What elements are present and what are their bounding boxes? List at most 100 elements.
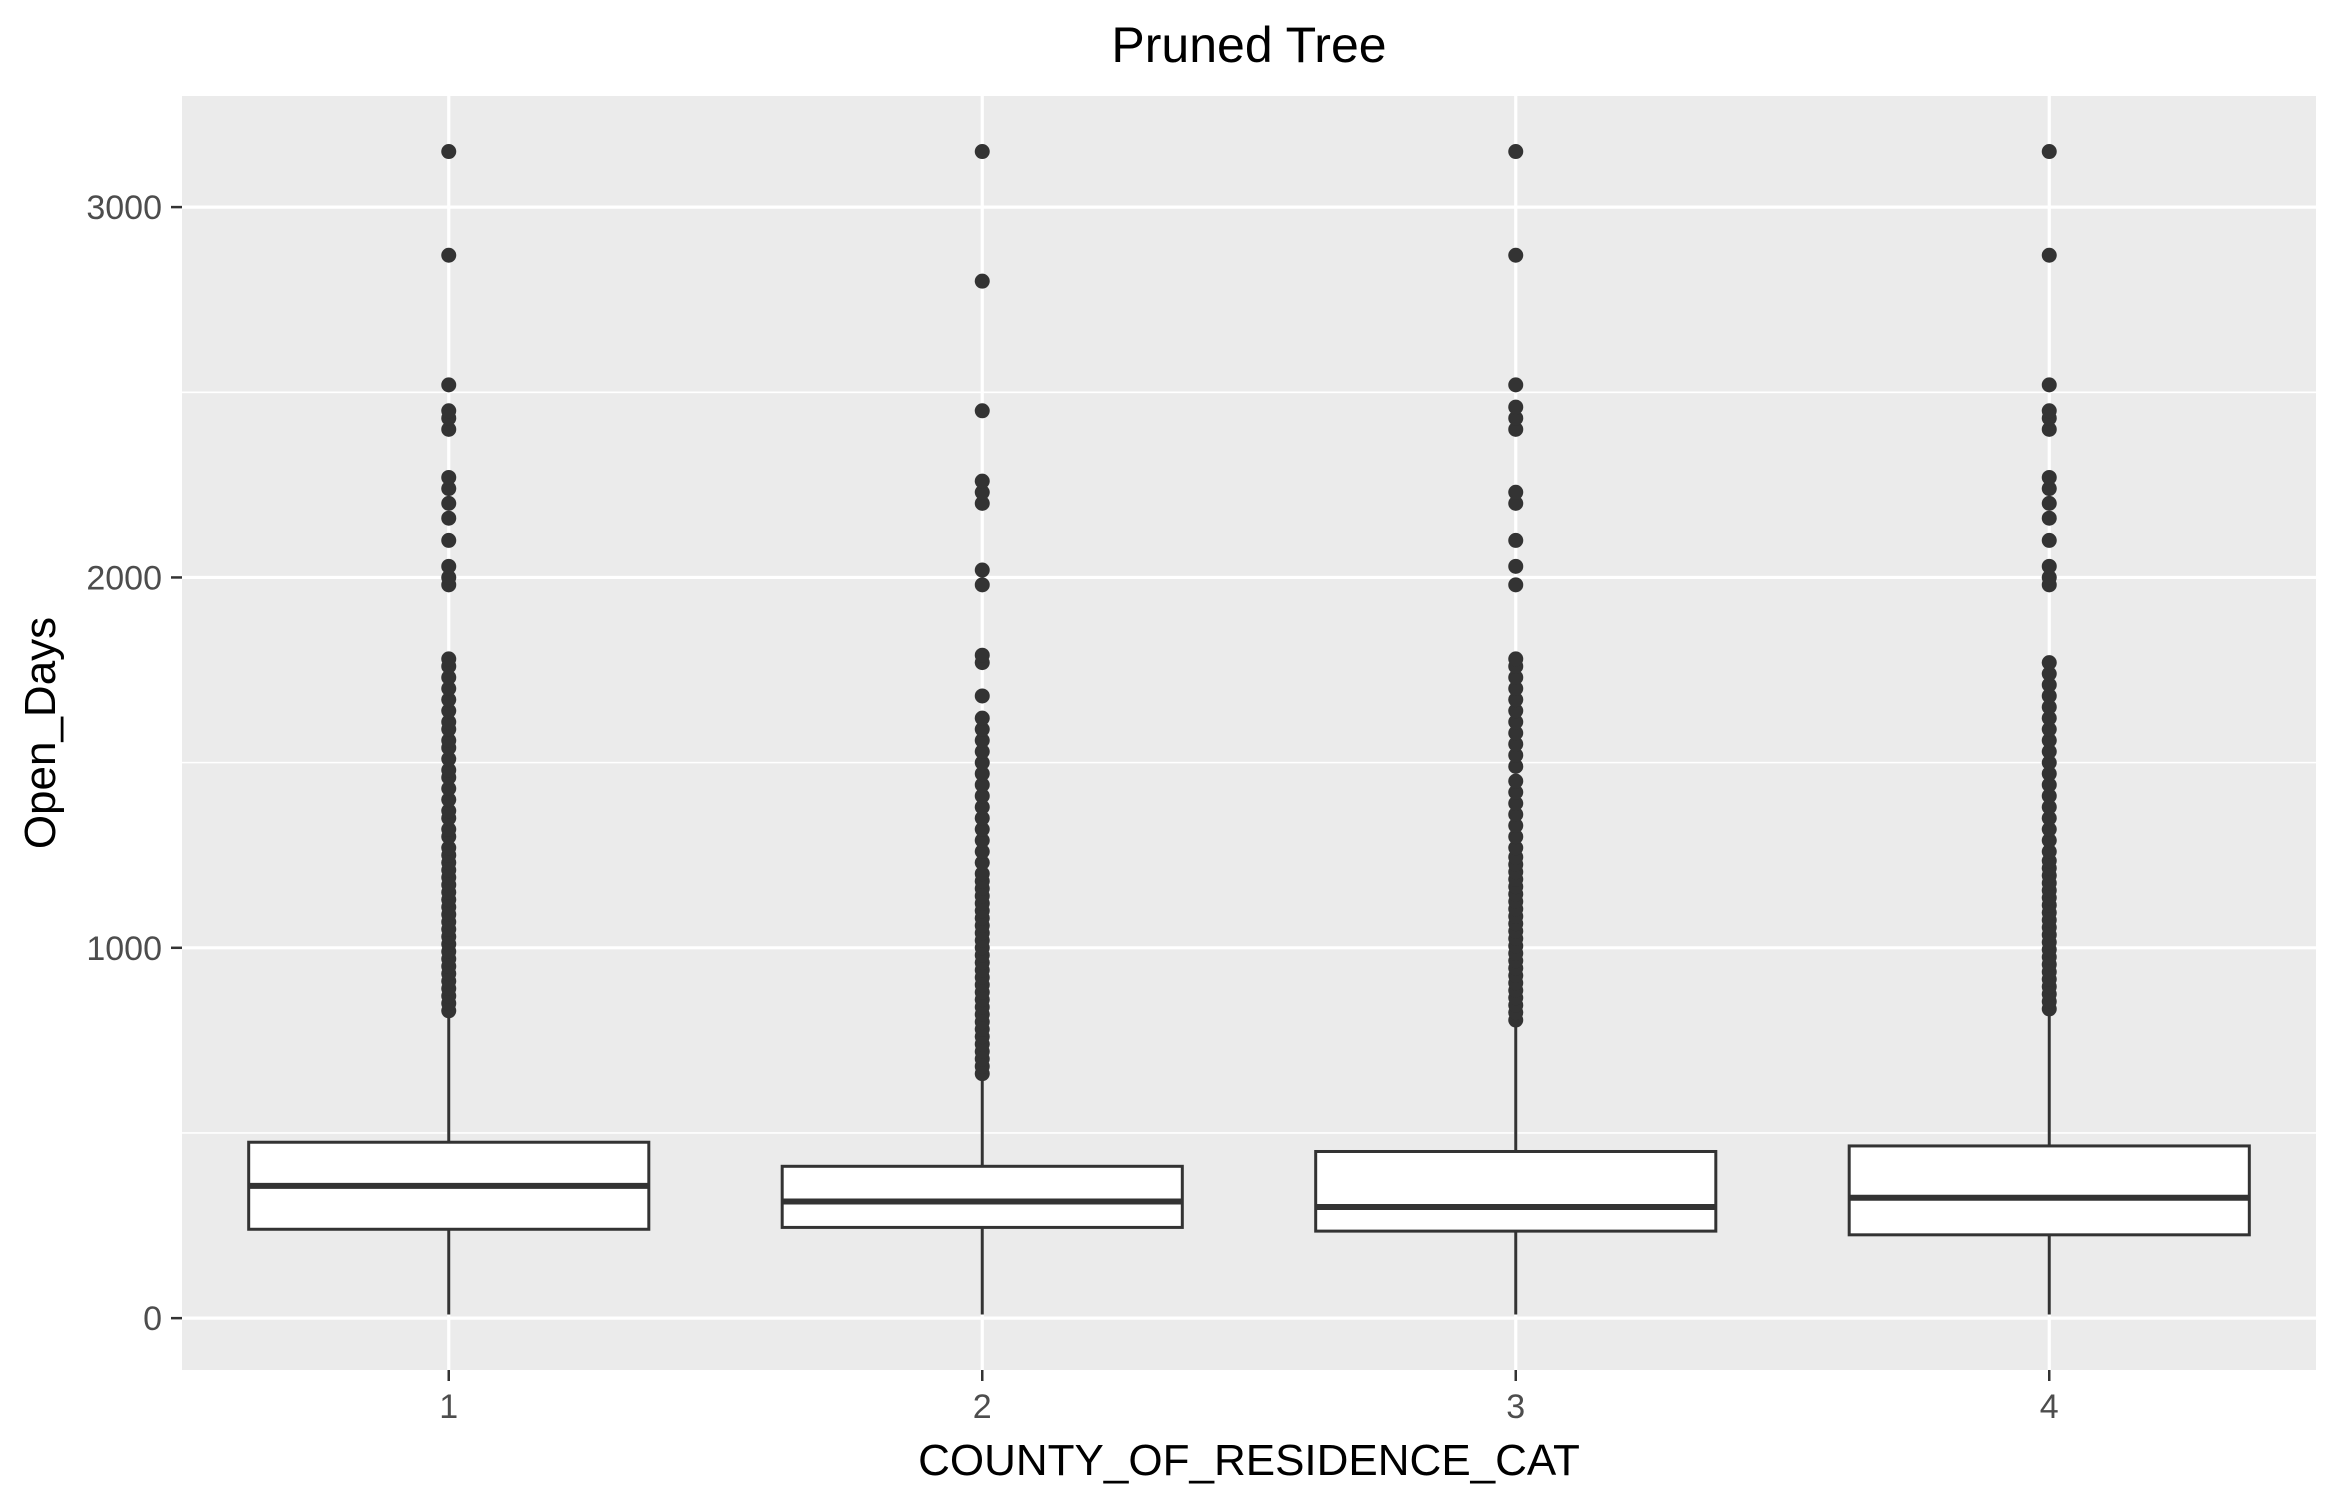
outlier-point	[2041, 755, 2057, 771]
y-tick-label: 1000	[86, 930, 162, 968]
box-group-1	[247, 144, 651, 1315]
outlier-point	[1508, 247, 1524, 263]
outlier-point	[441, 732, 457, 748]
box-group-2	[780, 144, 1184, 1315]
outlier-point	[2041, 495, 2057, 511]
outlier-point	[2041, 532, 2057, 548]
outlier-point	[2041, 832, 2057, 848]
y-tick-label: 2000	[86, 559, 162, 597]
outlier-point	[2041, 569, 2057, 585]
y-tick-label: 0	[143, 1300, 162, 1338]
outlier-point	[974, 647, 990, 663]
outlier-point	[2041, 144, 2057, 160]
box-iqr	[780, 1164, 1184, 1229]
outlier-point	[441, 558, 457, 574]
outlier-point	[974, 273, 990, 289]
outlier-point	[441, 762, 457, 778]
outlier-point	[441, 751, 457, 767]
outlier-point	[974, 495, 990, 511]
box-group-4	[1847, 144, 2251, 1315]
outlier-point	[1508, 784, 1524, 800]
outlier-point	[974, 744, 990, 760]
outlier-point	[441, 714, 457, 730]
outlier-point	[441, 144, 457, 160]
outlier-point	[441, 681, 457, 697]
outlier-point	[1508, 773, 1524, 789]
outlier-point	[1508, 725, 1524, 741]
x-axis-title: COUNTY_OF_RESIDENCE_CAT	[918, 1436, 1580, 1485]
outlier-point	[2041, 732, 2057, 748]
outlier-point	[2041, 744, 2057, 760]
outlier-point	[441, 840, 457, 856]
outlier-point	[974, 688, 990, 704]
outlier-point	[2041, 810, 2057, 826]
outlier-point	[441, 532, 457, 548]
outlier-point	[2041, 510, 2057, 526]
outlier-point	[441, 377, 457, 393]
outlier-point	[2041, 788, 2057, 804]
box-group-3	[1314, 144, 1718, 1315]
outlier-point	[1508, 558, 1524, 574]
outlier-point	[2041, 655, 2057, 671]
x-tick-label: 2	[973, 1388, 992, 1426]
outlier-point	[974, 788, 990, 804]
outlier-point	[441, 403, 457, 419]
outlier-point	[1508, 714, 1524, 730]
outlier-point	[974, 403, 990, 419]
outlier-point	[441, 481, 457, 497]
outlier-point	[974, 821, 990, 837]
outlier-point	[974, 755, 990, 771]
outlier-point	[974, 799, 990, 815]
chart-title: Pruned Tree	[1111, 17, 1386, 73]
outlier-point	[441, 703, 457, 719]
outlier-point	[2041, 677, 2057, 693]
outlier-point	[974, 144, 990, 160]
y-axis-title: Open_Days	[16, 617, 65, 849]
outlier-point	[441, 821, 457, 837]
outlier-point	[2041, 766, 2057, 782]
outlier-point	[1508, 829, 1524, 845]
outlier-point	[974, 710, 990, 726]
outlier-point	[974, 721, 990, 737]
outlier-point	[2041, 558, 2057, 574]
axis-layer: 0 1000 2000 3000 1 2 3 4	[86, 189, 2058, 1426]
outlier-point	[2041, 421, 2057, 437]
outlier-point	[2041, 481, 2057, 497]
outlier-point	[1508, 806, 1524, 822]
outlier-point	[441, 651, 457, 667]
outlier-point	[974, 855, 990, 871]
outlier-point	[1508, 484, 1524, 500]
outlier-point	[1508, 818, 1524, 834]
outlier-point	[974, 577, 990, 593]
outlier-point	[1508, 421, 1524, 437]
outlier-point	[2041, 666, 2057, 682]
outlier-point	[1508, 377, 1524, 393]
outlier-point	[2041, 721, 2057, 737]
outlier-point	[441, 569, 457, 585]
outlier-point	[441, 247, 457, 263]
outlier-point	[1508, 758, 1524, 774]
outlier-point	[441, 692, 457, 708]
outlier-point	[441, 792, 457, 808]
x-tick-label: 1	[439, 1388, 458, 1426]
outlier-point	[2041, 710, 2057, 726]
outlier-point	[2041, 403, 2057, 419]
y-tick-label: 3000	[86, 189, 162, 227]
x-tick-label: 4	[2040, 1388, 2059, 1426]
outlier-point	[974, 832, 990, 848]
outlier-point	[441, 510, 457, 526]
outlier-point	[2041, 699, 2057, 715]
outlier-point	[974, 473, 990, 489]
outlier-point	[2041, 844, 2057, 860]
outlier-point	[1508, 795, 1524, 811]
outlier-point	[2041, 247, 2057, 263]
outlier-point	[974, 777, 990, 793]
outlier-point	[1508, 399, 1524, 415]
outlier-point	[2041, 799, 2057, 815]
outlier-point	[441, 803, 457, 819]
outlier-point	[1508, 577, 1524, 593]
outlier-point	[441, 781, 457, 797]
outlier-point	[974, 866, 990, 882]
